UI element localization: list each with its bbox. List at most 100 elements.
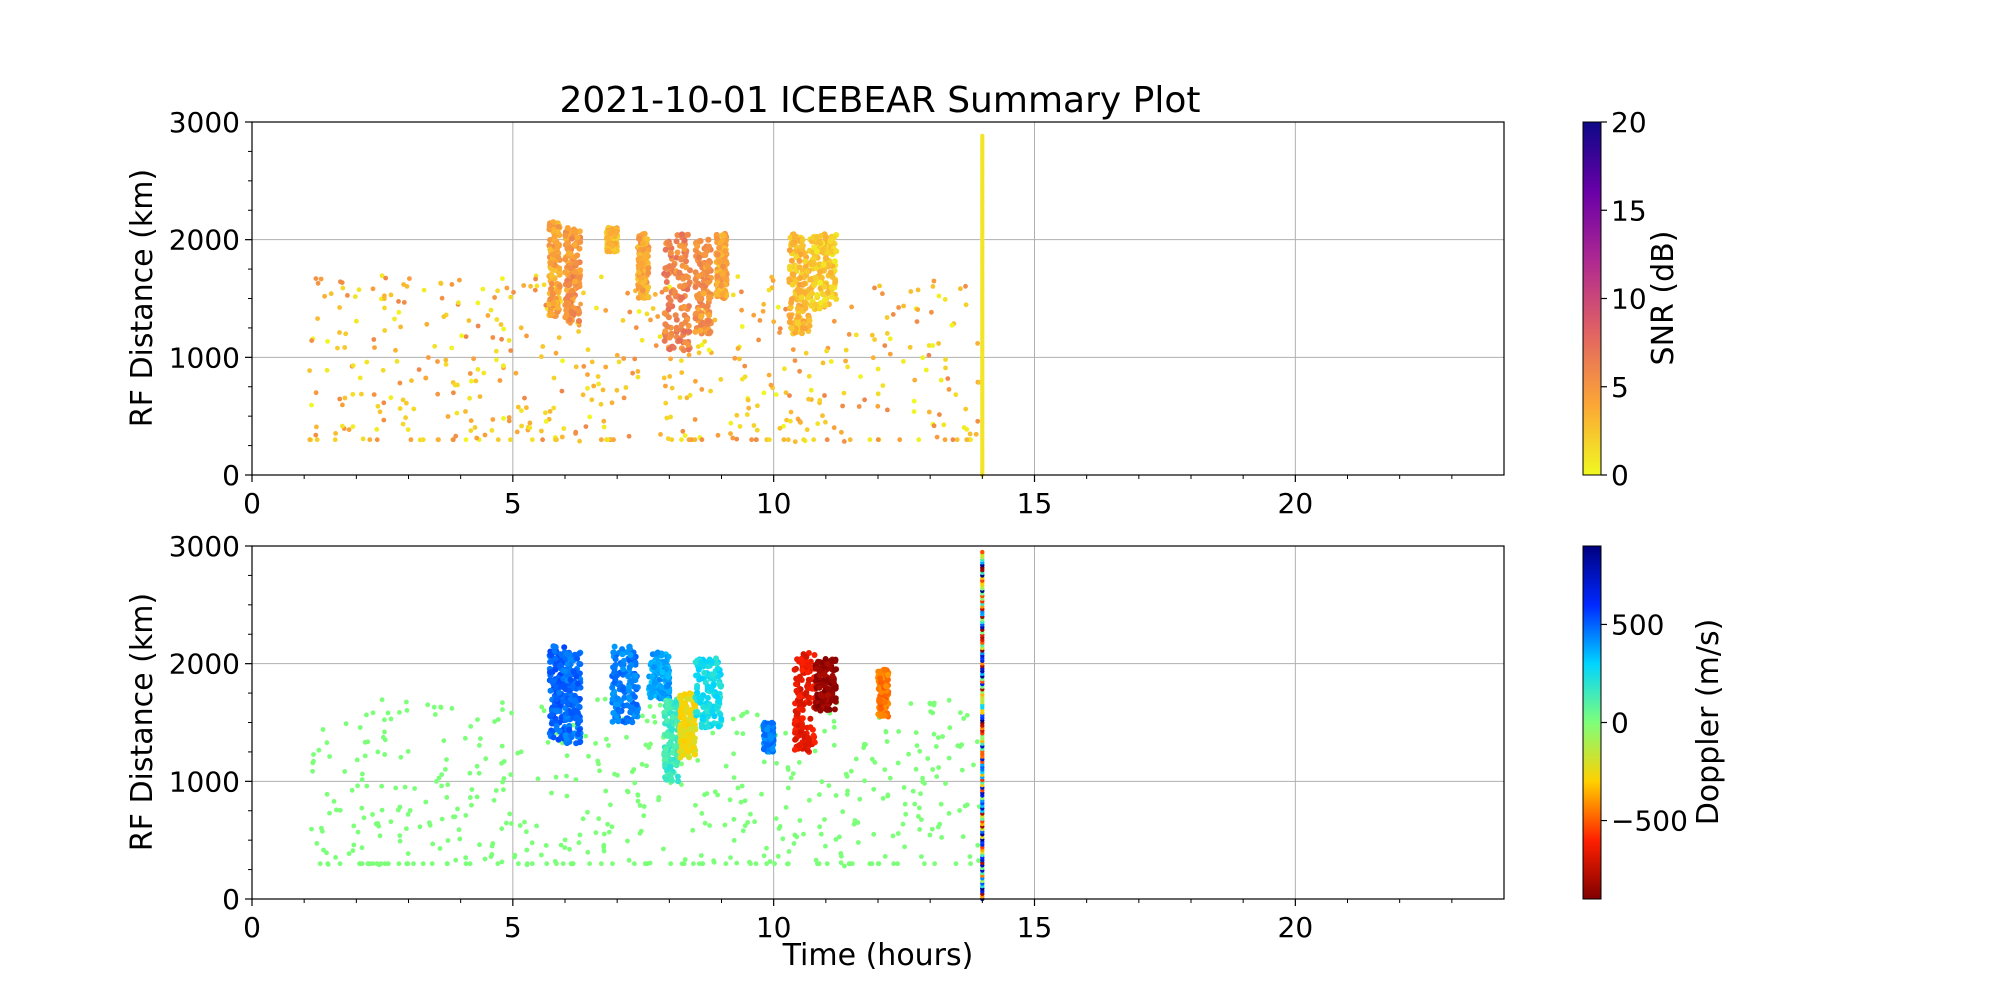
data-point [564,773,569,779]
cluster-point [713,290,720,297]
data-point [882,343,888,348]
cluster-point [631,694,638,700]
cluster-point [555,224,562,230]
data-point [603,788,609,794]
cluster-point [806,317,813,324]
cluster-point [718,237,725,244]
data-point [930,710,936,716]
cluster-point [554,288,561,295]
data-point [841,390,847,396]
data-point [457,836,463,842]
cluster-point [786,319,793,326]
data-point [780,836,786,842]
data-point [506,418,512,424]
cluster-point [698,322,704,328]
data-point [937,821,943,827]
data-point [374,437,380,443]
data-point [423,799,429,805]
data-point [424,321,430,327]
cluster-point [685,341,692,348]
data-point [917,805,922,811]
data-point [817,398,823,403]
data-point [478,736,483,741]
data-point [551,375,557,381]
y-tick-label: 2000 [169,648,240,681]
data-point [551,405,557,411]
cluster-point [799,330,805,337]
data-point [357,861,363,867]
data-point [661,846,666,852]
cluster-point [715,723,722,730]
data-point [324,367,330,373]
data-point [747,859,752,865]
data-point [580,816,586,822]
data-point [635,374,641,380]
data-point [449,345,455,351]
data-point [938,801,944,807]
data-point [773,816,779,821]
data-point [493,348,499,354]
colorbar-tick-label: 20 [1611,106,1647,139]
data-point [501,776,507,781]
data-point [823,419,828,425]
cluster-point [705,663,711,670]
data-point [862,778,867,784]
data-point [884,739,890,744]
data-point [751,312,757,318]
data-point [895,861,900,867]
data-point [739,307,744,313]
data-point [691,861,696,867]
data-point [463,861,469,867]
data-point [535,776,541,782]
data-point [322,293,327,299]
cluster-point [645,269,652,276]
data-point [655,314,661,319]
data-point [612,771,617,777]
data-point [309,402,314,408]
data-point [427,822,433,828]
data-point [734,730,740,736]
cluster-point [552,683,559,690]
cluster-point [825,685,832,692]
data-point [404,826,409,832]
cluster-point [713,693,720,700]
cluster-point [794,710,801,717]
cluster-point [649,673,656,680]
data-point [976,858,981,863]
data-point [407,276,412,281]
cluster-point [663,746,670,753]
data-point [699,437,705,443]
data-point [432,343,438,349]
cluster-point [554,228,561,235]
cluster-point [763,742,770,748]
data-point [627,309,633,315]
cluster-point [547,246,554,253]
data-point [324,740,330,746]
data-point [931,702,937,708]
cluster-point [662,286,669,293]
cluster-point [697,238,704,244]
data-point [382,752,388,757]
data-point [811,437,817,443]
cluster-point [678,747,685,754]
data-point [501,363,506,369]
data-point [862,397,867,403]
data-point [360,436,366,442]
colorbar-tick-label: 10 [1611,283,1647,316]
x-tick-label: 20 [1278,487,1314,520]
cluster-point [721,275,728,282]
data-point [663,383,668,389]
cluster-point [621,694,628,701]
cluster-point [604,248,611,255]
data-point [519,423,524,429]
data-point [475,367,481,372]
cluster-point [626,664,633,671]
cluster-point [819,291,826,298]
cluster-point [714,235,720,242]
data-point [500,779,505,785]
cluster-point [613,713,620,720]
data-point [379,697,385,703]
data-point [602,696,608,702]
data-point [364,783,370,789]
cluster-point [817,300,824,306]
